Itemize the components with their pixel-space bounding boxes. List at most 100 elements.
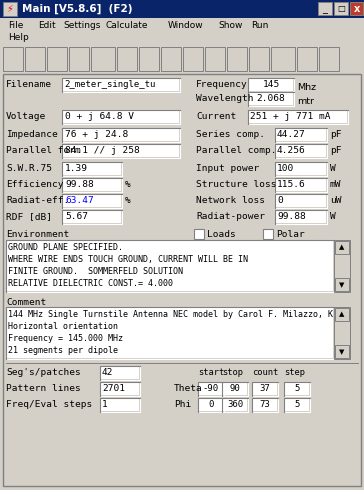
- Text: ▲: ▲: [339, 244, 345, 250]
- Text: Impedance: Impedance: [6, 130, 58, 139]
- Text: Input power: Input power: [196, 164, 259, 173]
- FancyBboxPatch shape: [63, 129, 179, 141]
- FancyBboxPatch shape: [63, 179, 121, 191]
- Text: Voltage: Voltage: [6, 112, 46, 121]
- Text: Theta: Theta: [174, 384, 203, 393]
- FancyBboxPatch shape: [0, 32, 364, 45]
- Text: W: W: [330, 164, 336, 173]
- Text: Radiat-power: Radiat-power: [196, 212, 265, 221]
- Text: ⚡: ⚡: [7, 4, 13, 14]
- Text: Run: Run: [251, 21, 268, 29]
- FancyBboxPatch shape: [63, 145, 179, 157]
- Text: Frequency = 145.000 MHz: Frequency = 145.000 MHz: [8, 334, 123, 343]
- Text: %: %: [125, 196, 131, 205]
- Text: ▼: ▼: [339, 282, 345, 288]
- Text: -90: -90: [203, 384, 219, 393]
- Text: 0: 0: [208, 400, 214, 409]
- Text: 99.88: 99.88: [65, 180, 94, 189]
- Text: Wavelength: Wavelength: [196, 94, 253, 103]
- Text: Window: Window: [168, 21, 203, 29]
- Text: pF: pF: [330, 130, 341, 139]
- Text: x: x: [354, 4, 360, 14]
- Text: 76 + j 24.8: 76 + j 24.8: [65, 130, 128, 139]
- FancyBboxPatch shape: [335, 241, 349, 254]
- Text: 99.88: 99.88: [277, 212, 306, 221]
- FancyBboxPatch shape: [253, 399, 277, 411]
- Text: Seg's/patches: Seg's/patches: [6, 368, 81, 377]
- FancyBboxPatch shape: [63, 163, 121, 175]
- Text: uW: uW: [330, 196, 341, 205]
- Text: _: _: [323, 4, 328, 14]
- Text: 2_meter_single_tu: 2_meter_single_tu: [64, 80, 155, 89]
- FancyBboxPatch shape: [335, 278, 349, 291]
- Text: 251 + j 771 mA: 251 + j 771 mA: [250, 112, 331, 121]
- FancyBboxPatch shape: [263, 229, 273, 239]
- Text: 2.068: 2.068: [257, 94, 285, 103]
- Text: start: start: [198, 368, 224, 377]
- Text: WHERE WIRE ENDS TOUCH GROUND, CURRENT WILL BE IN: WHERE WIRE ENDS TOUCH GROUND, CURRENT WI…: [8, 255, 248, 264]
- Text: Parallel form: Parallel form: [6, 146, 81, 155]
- Text: Phi: Phi: [174, 400, 191, 409]
- FancyBboxPatch shape: [63, 195, 121, 207]
- Text: step: step: [284, 368, 305, 377]
- Text: Loads: Loads: [207, 230, 236, 239]
- FancyBboxPatch shape: [91, 47, 115, 71]
- Text: GROUND PLANE SPECIFIED.: GROUND PLANE SPECIFIED.: [8, 243, 123, 252]
- Text: %: %: [125, 180, 131, 189]
- FancyBboxPatch shape: [3, 47, 23, 71]
- Text: mtr: mtr: [297, 97, 314, 105]
- FancyBboxPatch shape: [25, 47, 45, 71]
- Text: RDF [dB]: RDF [dB]: [6, 212, 52, 221]
- FancyBboxPatch shape: [334, 307, 350, 359]
- FancyBboxPatch shape: [63, 111, 179, 123]
- FancyBboxPatch shape: [3, 2, 17, 16]
- FancyBboxPatch shape: [139, 47, 159, 71]
- Text: Environment: Environment: [6, 230, 69, 239]
- Text: 144 MHz Single Turnstile Antenna NEC model by Carol F. Milazzo, K: 144 MHz Single Turnstile Antenna NEC mod…: [8, 310, 333, 319]
- Text: 5.67: 5.67: [65, 212, 88, 221]
- Text: Parallel comp.: Parallel comp.: [196, 146, 277, 155]
- FancyBboxPatch shape: [276, 195, 326, 207]
- Text: 4.256: 4.256: [277, 146, 306, 155]
- Text: □: □: [337, 3, 345, 13]
- Text: ▼: ▼: [339, 349, 345, 355]
- FancyBboxPatch shape: [249, 111, 347, 123]
- Text: FINITE GROUND.  SOMMERFELD SOLUTION: FINITE GROUND. SOMMERFELD SOLUTION: [8, 267, 183, 276]
- Text: Series comp.: Series comp.: [196, 130, 265, 139]
- Text: Freq/Eval steps: Freq/Eval steps: [6, 400, 92, 409]
- Text: ▲: ▲: [339, 311, 345, 317]
- Text: Help: Help: [8, 33, 29, 43]
- FancyBboxPatch shape: [0, 18, 364, 32]
- Text: 37: 37: [260, 384, 270, 393]
- FancyBboxPatch shape: [271, 47, 295, 71]
- FancyBboxPatch shape: [0, 0, 364, 18]
- FancyBboxPatch shape: [276, 179, 326, 191]
- FancyBboxPatch shape: [63, 79, 179, 91]
- FancyBboxPatch shape: [249, 93, 293, 105]
- Text: Show: Show: [218, 21, 242, 29]
- Text: 42: 42: [102, 368, 114, 377]
- Text: Main [V5.8.6]  (F2): Main [V5.8.6] (F2): [22, 4, 132, 14]
- Text: pF: pF: [330, 146, 341, 155]
- Text: 5: 5: [294, 384, 300, 393]
- Text: 115.6: 115.6: [277, 180, 306, 189]
- Text: 1: 1: [102, 400, 108, 409]
- FancyBboxPatch shape: [0, 45, 364, 73]
- Text: Current: Current: [196, 112, 236, 121]
- Text: Network loss: Network loss: [196, 196, 265, 205]
- Text: Settings: Settings: [63, 21, 100, 29]
- FancyBboxPatch shape: [101, 399, 139, 411]
- Text: Filename: Filename: [6, 80, 52, 89]
- Text: RELATIVE DIELECTRIC CONST.= 4.000: RELATIVE DIELECTRIC CONST.= 4.000: [8, 279, 173, 288]
- FancyBboxPatch shape: [117, 47, 137, 71]
- FancyBboxPatch shape: [7, 308, 333, 358]
- FancyBboxPatch shape: [276, 129, 326, 141]
- Text: 1.39: 1.39: [65, 164, 88, 173]
- Text: 84.1 // j 258: 84.1 // j 258: [65, 146, 140, 155]
- Text: S.W.R.75: S.W.R.75: [6, 164, 52, 173]
- FancyBboxPatch shape: [285, 399, 309, 411]
- FancyBboxPatch shape: [350, 2, 363, 15]
- FancyBboxPatch shape: [253, 383, 277, 395]
- FancyBboxPatch shape: [319, 47, 339, 71]
- FancyBboxPatch shape: [335, 308, 349, 321]
